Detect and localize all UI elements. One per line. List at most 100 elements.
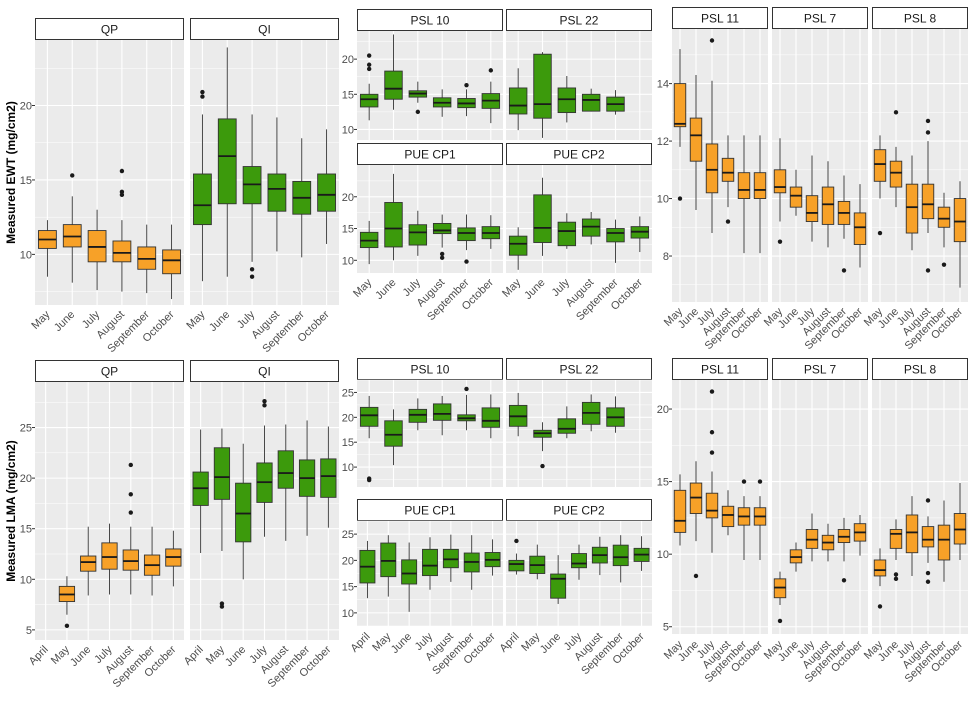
box-may	[359, 220, 379, 265]
y-axis-title: Measured EWT (mg/cm2)	[4, 101, 18, 244]
box-iqr	[162, 249, 181, 275]
box-iqr	[557, 418, 577, 434]
outlier-point	[777, 618, 783, 624]
box-september	[837, 517, 851, 583]
box-june	[384, 173, 403, 261]
box-iqr	[320, 458, 337, 498]
facet-strip-label: PSL 7	[804, 363, 837, 377]
facet-strip-label: PUE CP2	[553, 504, 605, 518]
outlier-point	[841, 268, 847, 273]
outlier-point	[514, 538, 519, 544]
box-iqr	[606, 228, 625, 243]
boxplot-marks	[38, 34, 967, 629]
box-august	[721, 135, 735, 224]
outlier-point	[366, 62, 372, 67]
box-iqr	[384, 70, 403, 100]
outlier-point	[128, 510, 133, 515]
outlier-point	[540, 463, 545, 469]
box-july	[571, 544, 587, 580]
box-iqr	[80, 555, 97, 572]
y-tick-label: 25	[20, 423, 32, 435]
box-september	[292, 138, 312, 258]
facet-strip-label: PUE CP1	[404, 148, 456, 162]
outlier-point	[693, 573, 699, 579]
box-october	[320, 426, 337, 528]
box-iqr	[921, 183, 935, 220]
y-axis-title: Measured LMA (mg/cm2)	[4, 440, 18, 582]
outlier-point	[725, 219, 731, 224]
box-august	[581, 212, 601, 245]
outlier-point	[925, 498, 931, 503]
box-iqr	[873, 149, 887, 182]
facet-strip	[190, 360, 339, 382]
facet-strip	[772, 358, 868, 380]
box-april	[192, 429, 209, 553]
facet-strip-label: PSL 11	[701, 363, 739, 377]
outlier-point	[893, 576, 899, 582]
box-may	[673, 49, 687, 201]
outlier-point	[464, 386, 469, 392]
outlier-point	[925, 570, 931, 576]
panel-background	[772, 380, 868, 634]
outlier-point	[925, 268, 931, 273]
box-september	[457, 386, 476, 431]
box-iqr	[401, 559, 418, 585]
box-october	[633, 536, 650, 571]
outlier-point	[841, 578, 847, 583]
facet-strip-label: PSL 11	[701, 12, 739, 26]
box-may	[38, 220, 57, 277]
panel-background	[772, 29, 868, 302]
box-august	[432, 395, 452, 436]
y-tick-label: 10	[657, 194, 669, 206]
y-tick-label: 14	[657, 79, 669, 91]
box-august	[821, 161, 835, 248]
y-tick-label: 10	[342, 608, 354, 620]
x-tick-label: May	[29, 308, 53, 332]
x-tick-label: May	[351, 276, 375, 300]
outlier-point	[128, 462, 133, 468]
box-iqr	[112, 240, 132, 263]
box-iqr	[384, 420, 403, 447]
box-april	[359, 540, 376, 599]
x-tick-label: May	[500, 276, 524, 300]
box-iqr	[705, 492, 719, 519]
facet-strip	[506, 143, 652, 165]
x-tick-label: April	[497, 631, 521, 655]
x-tick-label: June	[68, 644, 93, 669]
facet-strip	[190, 18, 339, 40]
facet-strip-label: PSL 10	[411, 14, 450, 28]
box-june	[889, 110, 903, 208]
facet-strip-label: PSL 10	[411, 363, 450, 377]
box-iqr	[753, 172, 767, 199]
x-tick-label: June	[223, 644, 248, 669]
box-may	[58, 576, 76, 629]
facet-strip	[872, 358, 968, 380]
box-october	[753, 135, 767, 254]
outlier-point	[777, 239, 783, 244]
box-iqr	[508, 87, 528, 115]
box-october	[853, 184, 867, 268]
box-september	[737, 135, 751, 254]
y-tick-label: 10	[20, 574, 32, 586]
x-tick-label: April	[27, 644, 51, 668]
box-june	[550, 555, 567, 604]
box-july	[905, 496, 919, 576]
x-tick-label: June	[52, 309, 77, 334]
box-june	[533, 52, 552, 138]
box-may	[673, 474, 687, 546]
outlier-point	[119, 168, 125, 174]
box-july	[905, 155, 919, 251]
box-june	[689, 74, 703, 211]
outlier-point	[366, 476, 372, 481]
x-tick-label: June	[389, 631, 414, 656]
box-iqr	[581, 93, 601, 112]
panel-background	[357, 380, 503, 487]
x-tick-label: April	[348, 631, 372, 655]
box-iqr	[721, 157, 735, 182]
box-iqr	[673, 83, 687, 128]
outlier-point	[200, 89, 205, 95]
y-tick-label: 10	[342, 462, 354, 474]
panel-background	[672, 380, 768, 634]
box-september	[937, 192, 951, 267]
